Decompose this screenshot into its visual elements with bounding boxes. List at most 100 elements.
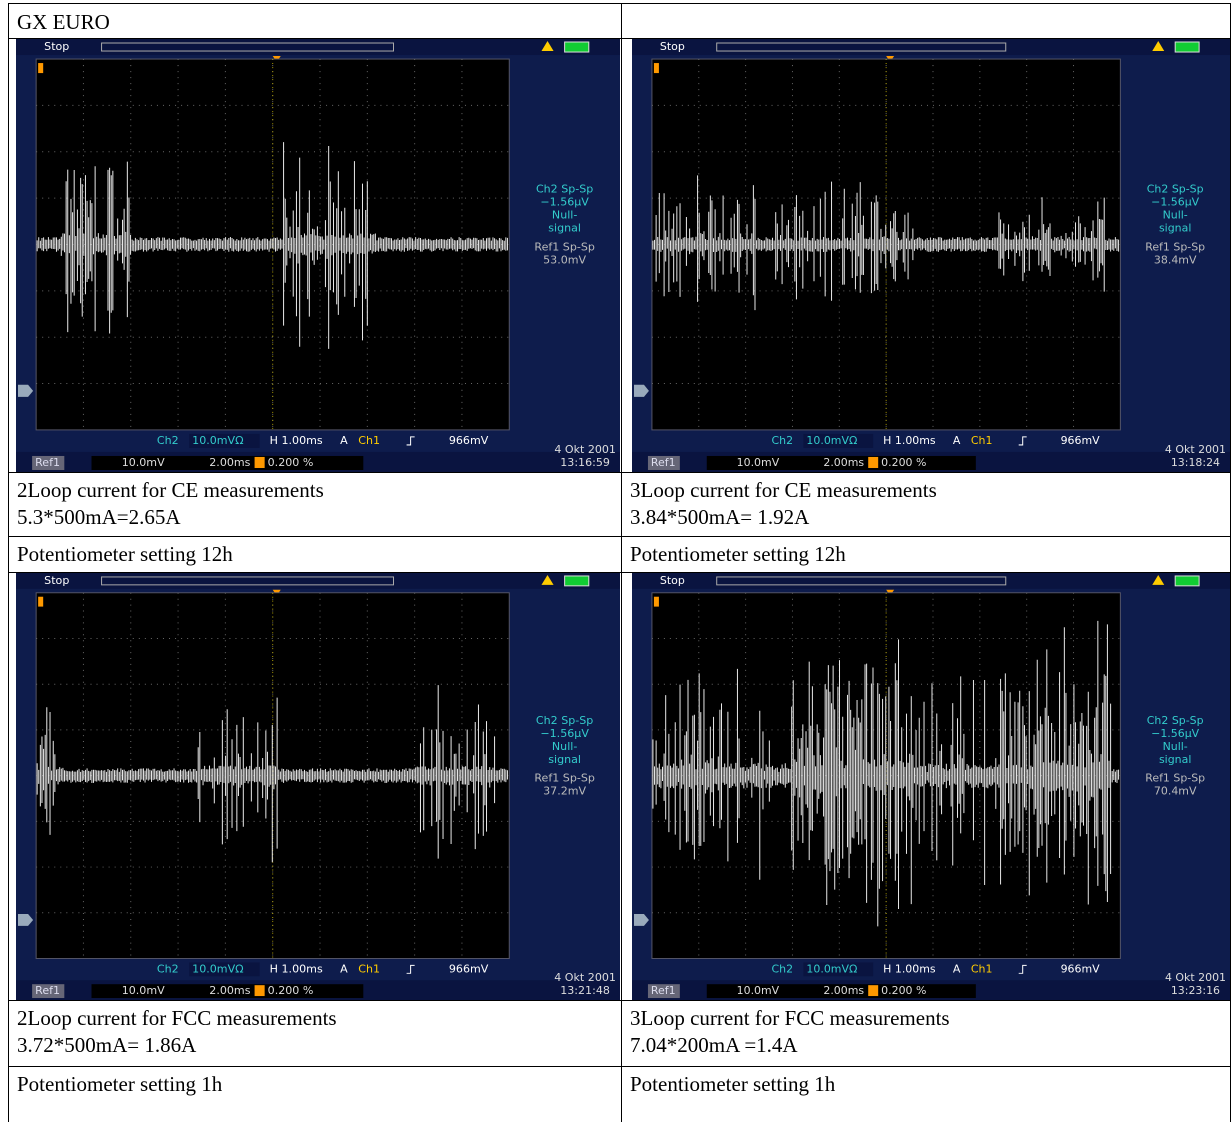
battery-icon [1175,42,1199,52]
measurement: signal [1159,753,1191,766]
battery-icon [1175,576,1199,586]
trigger-icon [868,985,878,996]
readout: 966mV [1061,434,1101,447]
table-cell: Potentiometer setting 12h [8,536,622,573]
measurement: Ref1 Sp-Sp [1145,240,1205,253]
readout: A [953,962,961,975]
reference-label: Ref1 [35,984,60,997]
reference-label: Ref1 [35,456,60,469]
channel-marker [654,597,659,607]
measurement: Ref1 Sp-Sp [534,772,595,785]
table-cell: GX EURO [8,3,622,39]
readout: Ch2 [772,434,794,447]
setting: Potentiometer setting 12h [17,541,233,568]
reference-time: 2.00ms [823,984,864,997]
caption: 2Loop current for FCC measurements [17,1005,337,1032]
caption: 7.04*200mA =1.4A [630,1032,798,1059]
reference-position: 0.200 % [881,456,926,469]
measurement: 70.4mV [1154,784,1197,797]
readout: Ch1 [971,434,993,447]
caption: 3Loop current for CE measurements [630,477,937,504]
trigger-icon [255,457,265,468]
readout: 966mV [449,434,489,447]
readout: Ch1 [358,434,380,447]
setting: Potentiometer setting 1h [17,1071,222,1098]
clock: 13:21:48 [560,984,610,997]
setting: Potentiometer setting 1h [630,1071,835,1098]
readout: A [340,434,348,447]
measurement: −1.56µV [1151,195,1200,208]
measurement: Null- [1163,208,1188,221]
caption: 3.72*500mA= 1.86A [17,1032,196,1059]
caption: 2Loop current for CE measurements [17,477,324,504]
measurement: Ch2 Sp-Sp [536,182,593,195]
measurement: 53.0mV [543,254,586,267]
table-cell: Potentiometer setting 1h [621,1066,1231,1122]
status: Stop [660,40,685,53]
document: GX EURO 2Loop current for CE measurement… [0,0,1231,1122]
date: 4 Okt 2001 [1165,443,1226,456]
measurement: Ref1 Sp-Sp [1145,772,1205,785]
readout: 10.0mVΩ [806,962,857,975]
readout: Ch2 [157,434,179,447]
status: Stop [44,40,69,53]
battery-icon [565,576,589,586]
readout: 10.0mVΩ [192,434,244,447]
date: 4 Okt 2001 [554,971,616,984]
top-bar [632,39,1230,55]
readout: 966mV [449,962,489,975]
measurement: signal [1159,221,1191,234]
measurement: Null- [1163,740,1188,753]
measurement: 37.2mV [543,785,586,798]
measurement: Null- [552,740,577,753]
trigger-icon [255,985,265,996]
measurement: −1.56µV [540,727,589,740]
table-cell [621,3,1231,39]
clock: 13:18:24 [1171,456,1220,469]
readout: Ch2 [772,962,794,975]
readout: H 1.00ms [883,962,936,975]
table-cell: 2Loop current for FCC measurements3.72*5… [8,1000,622,1067]
caption: 3Loop current for FCC measurements [630,1005,950,1032]
measurement: −1.56µV [540,195,589,208]
readout: 966mV [1061,962,1101,975]
reference-label: Ref1 [651,984,676,997]
channel-marker [654,63,659,73]
readout: Ch2 [157,962,179,975]
measurement: Ch2 Sp-Sp [536,714,593,727]
readout: H 1.00ms [883,434,936,447]
channel-marker [38,597,43,607]
reference-position: 0.200 % [268,456,314,469]
top-bar [16,573,620,589]
readout: H 1.00ms [270,962,323,975]
readout: 10.0mVΩ [806,434,857,447]
reference-time: 2.00ms [823,456,864,469]
measurement: signal [548,753,581,766]
reference-scale: 10.0mV [122,984,165,997]
measurement: Ref1 Sp-Sp [534,240,594,253]
readout: 10.0mVΩ [192,962,243,975]
top-bar [16,39,620,55]
reference-scale: 10.0mV [737,984,780,997]
caption: 5.3*500mA=2.65A [17,504,181,531]
oscilloscope-screen: Stop Ch2 Sp-Sp−1.56µVNull-signal Ref1 Sp-S… [632,39,1230,472]
readout: A [340,962,348,975]
clock: 13:16:59 [560,456,610,469]
measurement: Ch2 Sp-Sp [1147,714,1204,727]
date: 4 Okt 2001 [554,443,616,456]
reference-time: 2.00ms [209,984,250,997]
reference-scale: 10.0mV [122,456,165,469]
measurement: signal [548,221,581,234]
readout: H 1.00ms [270,434,323,447]
measurement: Null- [552,208,577,221]
measurement: 38.4mV [1154,253,1197,266]
table-cell: Potentiometer setting 1h [8,1066,622,1122]
reference-position: 0.200 % [881,984,926,997]
status: Stop [660,574,685,587]
measurement: Ch2 Sp-Sp [1147,182,1204,195]
